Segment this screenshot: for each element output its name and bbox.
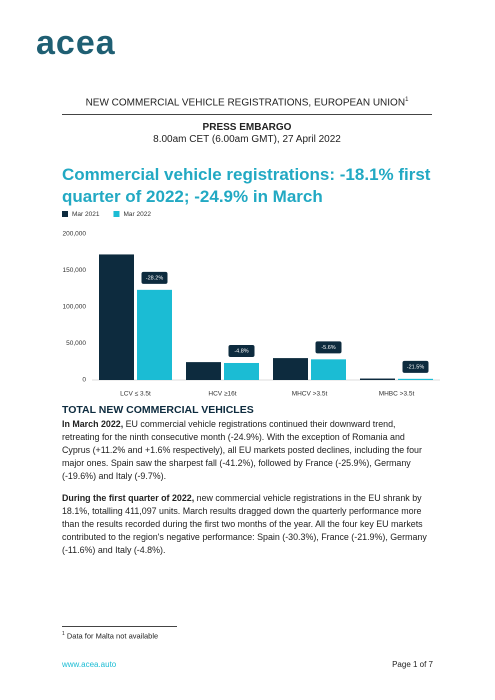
x-tick-label: HCV ≥16t (208, 391, 236, 398)
footnote-rule (62, 626, 177, 627)
embargo-label: PRESS EMBARGO (202, 122, 292, 133)
x-tick-label: LCV ≤ 3.5t (120, 391, 151, 398)
annotation: -21.5% (407, 364, 425, 370)
bar (360, 378, 395, 380)
y-tick-label: 0 (82, 377, 86, 384)
bar (224, 362, 259, 380)
y-tick-label: 100,000 (63, 304, 87, 311)
bar (137, 289, 172, 380)
annotation: -4.8% (234, 348, 248, 354)
body-text: EU commercial vehicle registrations cont… (62, 419, 422, 481)
lead: In March 2022, (62, 419, 124, 429)
embargo-time: 8.00am CET (6.00am GMT), 27 April 2022 (153, 134, 341, 145)
header-title: NEW COMMERCIAL VEHICLE REGISTRATIONS, EU… (85, 97, 406, 109)
annotation-box (402, 360, 429, 373)
annotation: -5.6% (321, 345, 335, 351)
bar (398, 378, 433, 380)
annotation-box (141, 271, 168, 284)
y-tick-label: 200,000 (63, 231, 87, 238)
section: TOTAL NEW COMMERCIAL VEHICLES In March 2… (62, 404, 434, 566)
y-tick-label: 150,000 (63, 267, 87, 274)
body-text: new commercial vehicle registrations in … (62, 493, 427, 555)
paragraph: During the first quarter of 2022, new co… (62, 492, 434, 557)
bar (186, 362, 221, 380)
section-heading: TOTAL NEW COMMERCIAL VEHICLES (62, 404, 254, 416)
paragraph: In March 2022, EU commercial vehicle reg… (62, 418, 434, 483)
footnote-ref: 1 (405, 97, 409, 103)
headline: Commercial vehicle registrations: -18.1%… (62, 165, 431, 206)
legend-swatch (62, 211, 68, 217)
logo: acea (36, 24, 116, 62)
bar (273, 358, 308, 380)
footer-url[interactable]: www.acea.auto (62, 660, 117, 669)
legend-label: Mar 2021 (72, 211, 100, 218)
x-tick-label: MHCV >3.5t (292, 391, 328, 398)
x-tick-label: MHBC >3.5t (379, 391, 415, 398)
page-number: Page 1 of 7 (392, 660, 433, 669)
footnote-text: Data for Malta not available (66, 631, 159, 641)
header: NEW COMMERCIAL VEHICLE REGISTRATIONS, EU… (62, 97, 432, 116)
bar (99, 254, 134, 380)
footnote-marker: 1 (62, 631, 65, 637)
bar (311, 359, 346, 380)
chart: Mar 2021 Mar 2022 0 50,000 100,000 150,000 200… (62, 211, 440, 398)
legend-swatch (113, 211, 120, 217)
annotation-box (315, 341, 342, 354)
legend-label: Mar 2022 (123, 211, 151, 218)
y-tick-label: 50,000 (66, 340, 86, 347)
footnote: 1 Data for Malta not available (62, 631, 158, 641)
lead: During the first quarter of 2022, (62, 493, 195, 503)
annotation-box (228, 344, 255, 357)
annotation: -28.2% (146, 275, 164, 281)
